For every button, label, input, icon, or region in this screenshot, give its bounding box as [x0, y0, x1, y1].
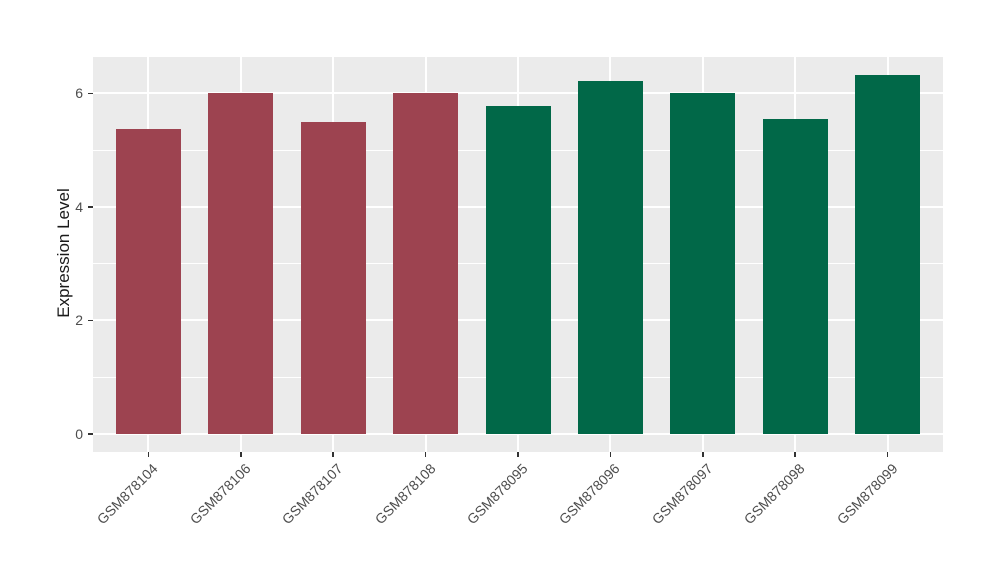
x-tick-label-GSM878108: GSM878108	[371, 460, 439, 528]
bar-GSM878106	[208, 93, 274, 434]
y-tick-2	[88, 319, 93, 322]
x-tick-GSM878095	[517, 452, 519, 457]
x-tick-GSM878104	[147, 452, 150, 457]
x-tick-label-GSM878107: GSM878107	[278, 460, 346, 528]
bar-GSM878095	[485, 106, 551, 434]
x-tick-label-GSM878096: GSM878096	[556, 460, 623, 528]
x-tick-GSM878108	[424, 452, 427, 457]
y-tick-4	[88, 206, 93, 208]
x-tick-label-GSM878095: GSM878095	[463, 460, 531, 528]
y-tick-label-0: 0	[75, 425, 83, 442]
x-tick-GSM878099	[886, 452, 889, 457]
bar-GSM878096	[577, 81, 643, 434]
y-tick-6	[88, 92, 93, 95]
y-tick-0	[88, 433, 93, 435]
y-tick-label-4: 4	[75, 198, 83, 215]
x-tick-GSM878097	[702, 452, 704, 457]
y-tick-label-2: 2	[75, 312, 83, 329]
x-tick-label-GSM878104: GSM878104	[94, 460, 162, 528]
x-tick-GSM878096	[609, 452, 612, 457]
y-tick-label-6: 6	[75, 85, 83, 102]
x-tick-label-GSM878098: GSM878098	[740, 460, 808, 528]
bar-GSM878099	[855, 74, 921, 434]
x-tick-GSM878107	[332, 452, 334, 457]
bar-GSM878097	[670, 93, 736, 434]
y-axis-title: Expression Level	[54, 188, 73, 318]
x-tick-label-GSM878097: GSM878097	[648, 460, 716, 528]
x-tick-GSM878106	[240, 452, 242, 457]
plot-panel	[93, 57, 943, 452]
bar-GSM878108	[393, 93, 459, 434]
bar-GSM878098	[762, 118, 828, 434]
bar-GSM878104	[115, 129, 181, 434]
bar-GSM878107	[300, 121, 366, 434]
x-tick-label-GSM878099: GSM878099	[833, 460, 901, 528]
x-tick-label-GSM878106: GSM878106	[186, 460, 254, 528]
x-tick-GSM878098	[794, 452, 796, 457]
